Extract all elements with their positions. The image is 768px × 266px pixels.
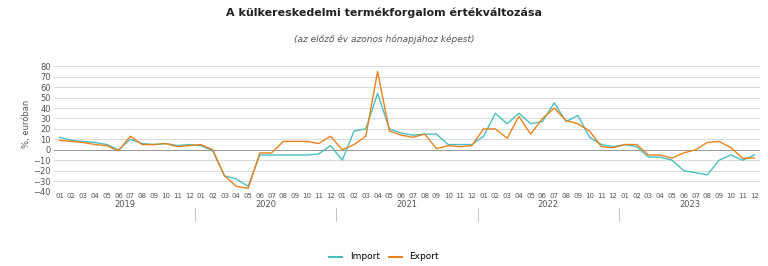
Y-axis label: %, euróban: %, euróban bbox=[22, 99, 31, 148]
Export bbox=[232, 185, 241, 188]
Export bbox=[267, 151, 276, 155]
Import bbox=[173, 144, 182, 147]
Export bbox=[515, 115, 524, 118]
Line: Export: Export bbox=[60, 72, 754, 188]
Export bbox=[173, 145, 182, 148]
Export bbox=[750, 156, 759, 160]
Text: A külkereskedelmi termékforgalom értékváltozása: A külkereskedelmi termékforgalom értékvá… bbox=[226, 8, 542, 18]
Text: 2022: 2022 bbox=[538, 200, 559, 209]
Import bbox=[55, 136, 65, 139]
Import bbox=[232, 177, 241, 181]
Text: 2020: 2020 bbox=[255, 200, 276, 209]
Text: (az előző év azonos hónapjához képest): (az előző év azonos hónapjához képest) bbox=[293, 35, 475, 44]
Import bbox=[243, 185, 253, 188]
Export bbox=[290, 140, 300, 143]
Import bbox=[750, 153, 759, 157]
Export bbox=[55, 139, 65, 142]
Legend: Import, Export: Import, Export bbox=[329, 252, 439, 261]
Import bbox=[515, 112, 524, 115]
Line: Import: Import bbox=[60, 93, 754, 186]
Import bbox=[290, 153, 300, 157]
Import bbox=[373, 92, 382, 95]
Text: 2019: 2019 bbox=[114, 200, 135, 209]
Text: 2021: 2021 bbox=[396, 200, 418, 209]
Import bbox=[267, 153, 276, 157]
Export bbox=[243, 187, 253, 190]
Text: 2023: 2023 bbox=[679, 200, 700, 209]
Export bbox=[373, 70, 382, 73]
Import bbox=[303, 153, 312, 157]
Export bbox=[303, 140, 312, 143]
